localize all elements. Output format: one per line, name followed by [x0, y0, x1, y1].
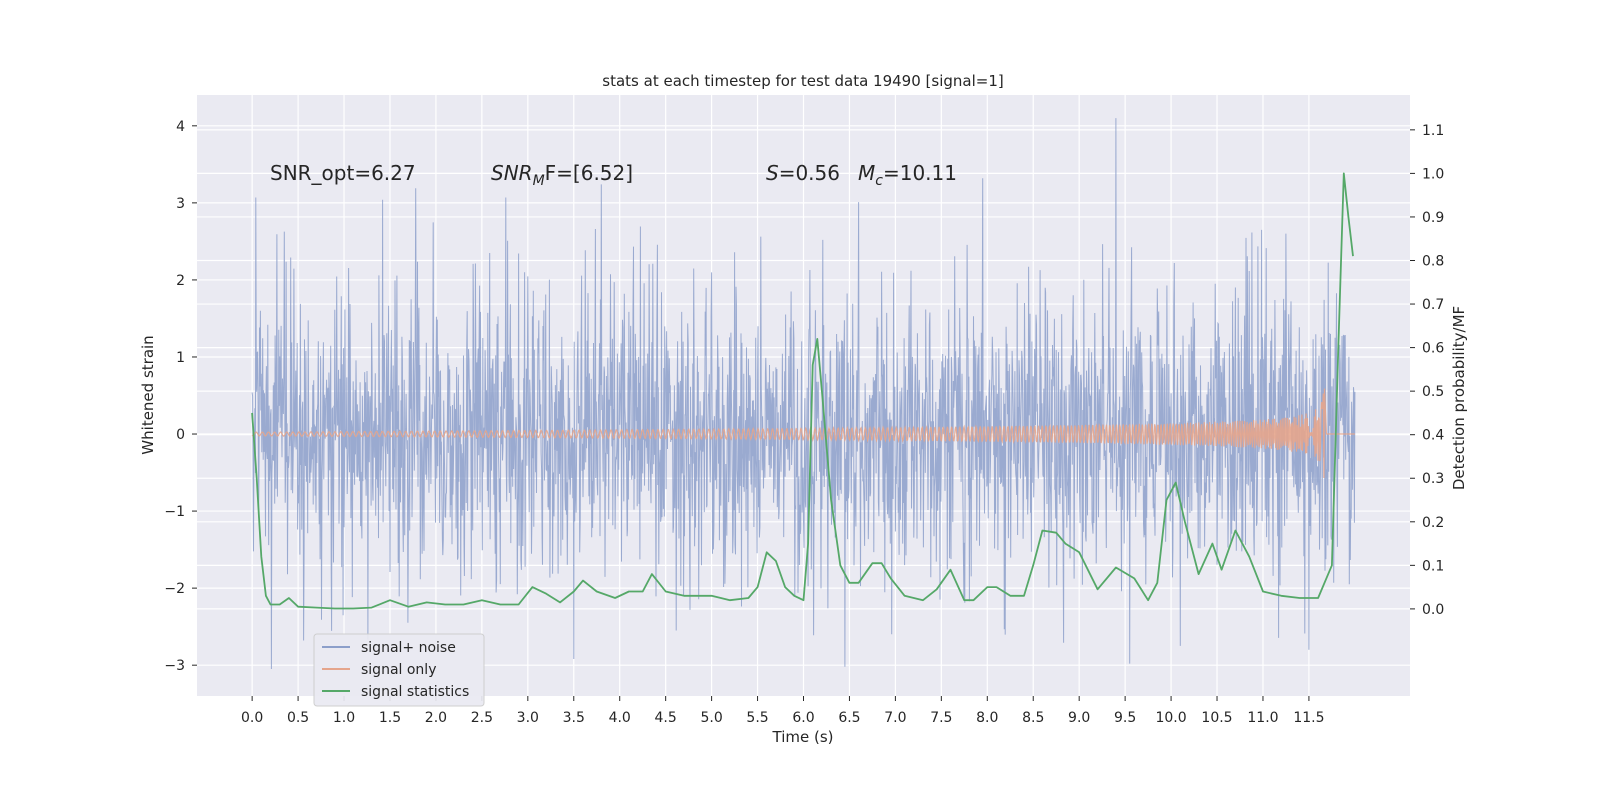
x-tick-label: 5.0	[700, 710, 722, 726]
y-right-tick-label: 0.3	[1422, 471, 1444, 487]
y-tick-label: 4	[176, 119, 185, 135]
y-right-tick-label: 0.2	[1422, 515, 1444, 531]
x-tick-label: 7.5	[930, 710, 952, 726]
y-axis-label: Whitened strain	[139, 335, 157, 454]
annotation-mc-sub: c	[875, 173, 883, 189]
y-tick-label: −3	[164, 658, 185, 674]
y-right-tick-label: 0.8	[1422, 253, 1444, 269]
x-tick-label: 7.0	[884, 710, 906, 726]
annotation-snr-mf-label: SNR	[491, 161, 533, 185]
y-tick-label: −2	[164, 581, 185, 597]
series-signal-plus-noise	[251, 118, 1356, 670]
annotation-snr-opt: SNR_opt=6.27	[270, 161, 416, 185]
stats-series	[251, 172, 1354, 610]
y-right-tick-label: 1.1	[1422, 123, 1444, 139]
annotation-mc-value: =10.11	[883, 161, 957, 185]
x-tick-label: 2.0	[425, 710, 447, 726]
annotation-s-value: =0.56	[779, 161, 840, 185]
x-tick-label: 9.0	[1068, 710, 1090, 726]
x-tick-label: 9.5	[1114, 710, 1136, 726]
y-tick-label: 1	[176, 350, 185, 366]
legend-label-noise: signal+ noise	[361, 640, 456, 656]
annotation-snr-mf-value: F=[6.52]	[545, 161, 633, 185]
y-tick-label: −1	[164, 504, 185, 520]
y-ticks: −3 −2 −1 0 1 2 3 4	[164, 119, 197, 674]
y-tick-label: 0	[176, 427, 185, 443]
x-tick-label: 1.0	[333, 710, 355, 726]
annotation-s-label: S	[766, 161, 779, 185]
x-tick-label: 6.0	[792, 710, 814, 726]
x-tick-label: 11.0	[1247, 710, 1278, 726]
x-tick-label: 3.5	[563, 710, 585, 726]
x-tick-label: 10.5	[1201, 710, 1232, 726]
signal-series	[251, 388, 1355, 479]
annotation-snr-mf-sub: M	[533, 173, 545, 189]
y-right-tick-label: 1.0	[1422, 166, 1444, 182]
x-tick-label: 1.5	[379, 710, 401, 726]
annotation-s: S=0.56	[766, 161, 840, 185]
x-tick-label: 10.0	[1155, 710, 1186, 726]
annotation-mc: Mc=10.11	[858, 161, 957, 189]
y-right-tick-label: 0.4	[1422, 428, 1444, 444]
x-axis-label: Time (s)	[772, 728, 834, 746]
y-tick-label: 3	[176, 196, 185, 212]
x-tick-label: 5.5	[746, 710, 768, 726]
y-right-tick-label: 0.0	[1422, 602, 1444, 618]
x-tick-label: 0.5	[287, 710, 309, 726]
legend-box	[313, 633, 485, 707]
strain-series	[251, 118, 1356, 670]
y-right-tick-label: 0.9	[1422, 210, 1444, 226]
y-right-ticks: 0.0 0.1 0.2 0.3 0.4 0.5 0.6 0.7 0.8 0.9 1.0 1.1	[1410, 123, 1444, 618]
x-tick-label: 4.5	[655, 710, 677, 726]
annotation-mc-label: M	[858, 161, 875, 185]
x-tick-label: 0.0	[241, 710, 263, 726]
x-tick-label: 11.5	[1293, 710, 1324, 726]
y-right-tick-label: 0.6	[1422, 341, 1444, 357]
x-tick-label: 8.0	[976, 710, 998, 726]
y-tick-label: 2	[176, 273, 185, 289]
x-tick-label: 8.5	[1022, 710, 1044, 726]
x-ticks: 0.0 0.5 1.0 1.5 2.0 2.5 3.0 3.5 4.0 4.5 5.0 5.5 6.0 6…	[241, 696, 1325, 726]
y-right-tick-label: 0.7	[1422, 297, 1444, 313]
x-tick-label: 3.0	[517, 710, 539, 726]
legend-label-signal: signal only	[361, 662, 436, 678]
y-right-tick-label: 0.5	[1422, 384, 1444, 400]
legend-label-stats: signal statistics	[361, 684, 469, 700]
series-signal-statistics	[251, 172, 1354, 610]
legend: signal+ noise signal only signal statist…	[313, 633, 485, 707]
chart-title: stats at each timestep for test data 194…	[602, 72, 1003, 90]
series-signal-only	[251, 388, 1355, 479]
x-tick-label: 6.5	[838, 710, 860, 726]
annotation-snr-mf: SNRMF=[6.52]	[491, 161, 633, 189]
y-right-axis-label: Detection probability/MF	[1450, 306, 1468, 490]
y-right-tick-label: 0.1	[1422, 558, 1444, 574]
x-tick-label: 2.5	[471, 710, 493, 726]
x-tick-label: 4.0	[609, 710, 631, 726]
